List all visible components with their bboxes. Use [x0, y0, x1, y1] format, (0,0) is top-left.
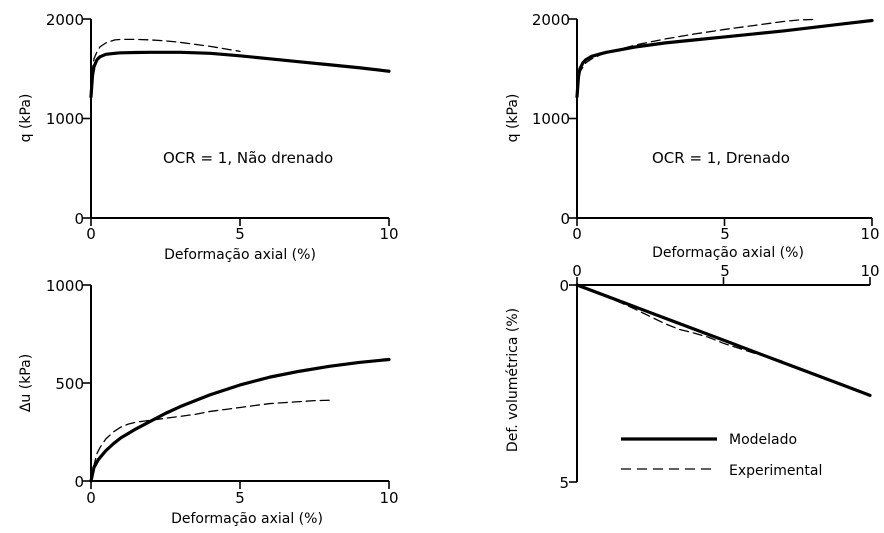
xtick-label-pore-pressure-5: 5 [235, 489, 245, 507]
xtick-label-q-drained-0: 0 [572, 225, 582, 243]
ytick-label-pore-pressure-500: 500 [55, 375, 84, 393]
legend-experimental-label: Experimental [729, 463, 822, 479]
xtick-label-volumetric-strain-10: 10 [860, 262, 879, 280]
series-experimental-q-drained [576, 18, 814, 105]
ytick-label-q-undrained-2000: 2000 [46, 11, 84, 29]
panel-volumetric-strain: 0 5 10 0 5 Def. volumétrica (%) Modelado… [505, 262, 880, 492]
legend: Modelado Experimental [621, 432, 822, 479]
series-experimental-q-undrained [90, 38, 241, 90]
panel-pore-pressure: 1000 500 0 0 5 10 Deformação axial (%) Δ… [18, 277, 399, 527]
y-axis-label-q-drained: q (kPa) [505, 94, 521, 143]
ytick-label-pore-pressure-1000: 1000 [46, 277, 84, 295]
ytick-label-q-drained-2000: 2000 [532, 11, 570, 29]
xtick-label-q-drained-10: 10 [860, 225, 879, 243]
annotation-q-drained: OCR = 1, Drenado [652, 149, 790, 167]
y-axis-label-q-undrained: q (kPa) [18, 94, 34, 143]
xtick-label-pore-pressure-10: 10 [379, 489, 398, 507]
panel-q-drained: 2000 1000 0 0 5 10 Deformação axial (%) … [505, 11, 880, 261]
plot-q-drained [569, 18, 874, 226]
series-experimental-volumetric-strain [576, 284, 783, 362]
xtick-label-q-undrained-10: 10 [379, 225, 398, 243]
x-axis-label-q-drained: Deformação axial (%) [652, 245, 804, 261]
xtick-label-volumetric-strain-5: 5 [720, 262, 730, 280]
annotation-q-undrained: OCR = 1, Não drenado [163, 149, 333, 167]
ytick-label-volumetric-strain-0: 0 [559, 277, 569, 295]
x-axis-label-pore-pressure: Deformação axial (%) [171, 511, 323, 527]
legend-modeled-label: Modelado [729, 432, 797, 448]
series-modeled-q-drained [575, 18, 874, 99]
series-modeled-pore-pressure [89, 357, 391, 483]
xtick-label-q-undrained-5: 5 [235, 225, 245, 243]
series-modeled-q-undrained [89, 50, 391, 99]
xtick-label-q-undrained-0: 0 [86, 225, 96, 243]
series-modeled-volumetric-strain [575, 283, 872, 397]
xtick-label-q-drained-5: 5 [720, 225, 730, 243]
ytick-label-volumetric-strain-5: 5 [559, 474, 569, 492]
ytick-label-q-drained-0: 0 [560, 210, 570, 228]
x-axis-label-q-undrained: Deformação axial (%) [164, 247, 316, 263]
panel-q-undrained: 2000 1000 0 0 5 10 Deformação axial (%) … [18, 11, 399, 263]
y-axis-label-volumetric-strain: Def. volumétrica (%) [505, 308, 521, 452]
ytick-label-pore-pressure-0: 0 [74, 473, 84, 491]
ytick-label-q-undrained-1000: 1000 [46, 110, 84, 128]
ytick-label-q-drained-1000: 1000 [532, 110, 570, 128]
xtick-label-volumetric-strain-0: 0 [572, 262, 582, 280]
plot-pore-pressure [83, 284, 391, 489]
plot-volumetric-strain [569, 277, 872, 483]
series-experimental-pore-pressure [90, 399, 331, 482]
plot-q-undrained [83, 18, 391, 226]
y-axis-label-pore-pressure: Δu (kPa) [18, 354, 34, 412]
xtick-label-pore-pressure-0: 0 [86, 489, 96, 507]
ytick-label-q-undrained-0: 0 [74, 210, 84, 228]
